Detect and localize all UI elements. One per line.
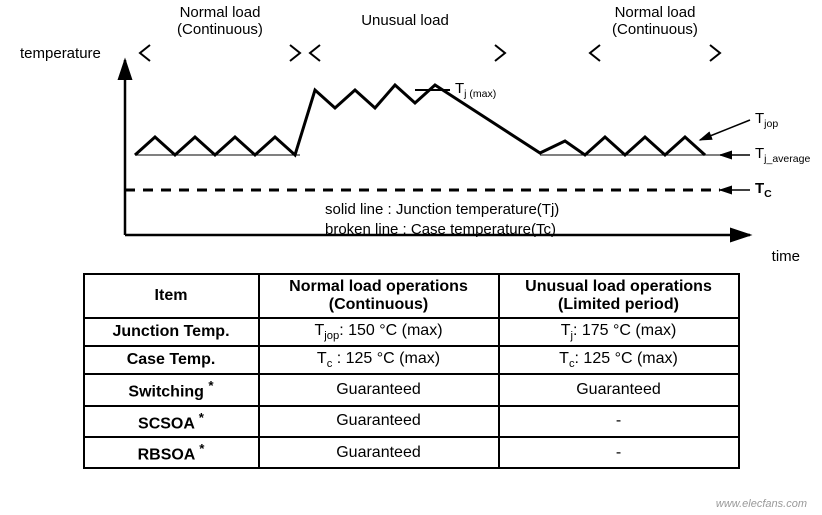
chart-legend: solid line : Junction temperature(Tj) br… xyxy=(325,200,559,239)
row-unusual: Tc: 125 °C (max) xyxy=(499,346,739,374)
row-unusual: - xyxy=(499,437,739,468)
row-item: Junction Temp. xyxy=(84,318,259,346)
row-item: Switching * xyxy=(84,374,259,405)
header-unusual: Unusual load operations(Limited period) xyxy=(499,274,739,318)
row-normal: Guaranteed xyxy=(259,406,499,437)
tj-max-label: Tj (max) xyxy=(455,80,496,100)
row-normal: Tc : 125 °C (max) xyxy=(259,346,499,374)
tc-label: TC xyxy=(755,180,772,200)
table-header-row: Item Normal load operations(Continuous) … xyxy=(84,274,739,318)
row-unusual: - xyxy=(499,406,739,437)
row-unusual: Guaranteed xyxy=(499,374,739,405)
table-row: RBSOA * Guaranteed - xyxy=(84,437,739,468)
row-normal: Guaranteed xyxy=(259,437,499,468)
header-item: Item xyxy=(84,274,259,318)
table-row: SCSOA * Guaranteed - xyxy=(84,406,739,437)
t-jop-label: Tjop xyxy=(755,110,778,130)
row-normal: Tjop: 150 °C (max) xyxy=(259,318,499,346)
header-normal: Normal load operations(Continuous) xyxy=(259,274,499,318)
temperature-chart: Normal load (Continuous) Unusual load No… xyxy=(20,5,800,265)
watermark: www.elecfans.com xyxy=(716,498,807,510)
table-row: Switching * Guaranteed Guaranteed xyxy=(84,374,739,405)
row-item: SCSOA * xyxy=(84,406,259,437)
row-item: Case Temp. xyxy=(84,346,259,374)
row-normal: Guaranteed xyxy=(259,374,499,405)
table-row: Junction Temp. Tjop: 150 °C (max) Tj: 17… xyxy=(84,318,739,346)
table-row: Case Temp. Tc : 125 °C (max) Tc: 125 °C … xyxy=(84,346,739,374)
row-unusual: Tj: 175 °C (max) xyxy=(499,318,739,346)
spec-table: Item Normal load operations(Continuous) … xyxy=(83,273,740,469)
row-item: RBSOA * xyxy=(84,437,259,468)
t-javg-label: Tj_average xyxy=(755,145,810,165)
